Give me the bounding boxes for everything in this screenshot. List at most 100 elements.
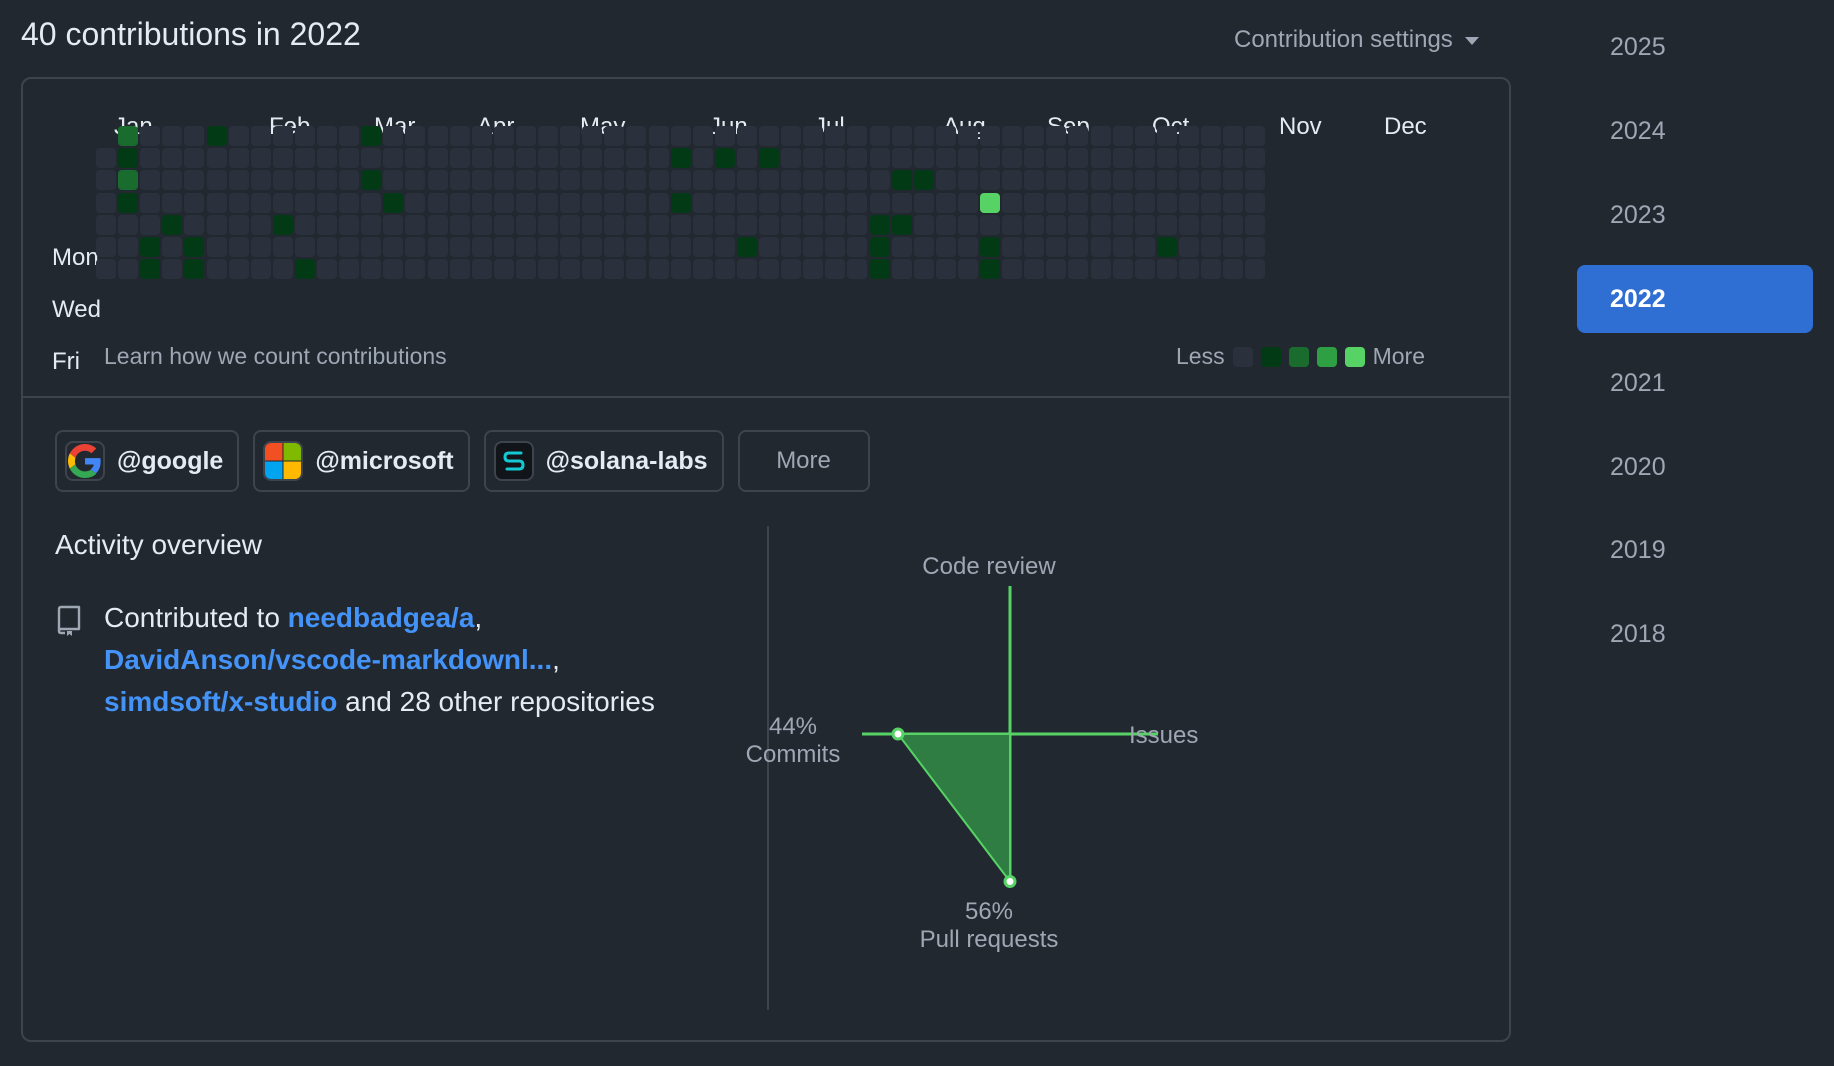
contribution-day-cell[interactable] [206,259,227,280]
contribution-day-cell[interactable] [582,126,603,146]
contribution-day-cell[interactable] [228,126,249,146]
contribution-day-cell[interactable] [250,214,271,235]
contribution-day-cell[interactable] [626,237,647,257]
contribution-day-cell[interactable] [250,237,271,257]
contribution-day-cell[interactable] [317,170,337,191]
contribution-day-cell[interactable] [140,148,161,169]
contribution-day-cell[interactable] [1068,214,1089,235]
contribution-day-cell[interactable] [294,126,315,146]
contribution-day-cell[interactable] [272,170,293,191]
contribution-day-cell[interactable] [1112,214,1133,235]
contribution-day-cell[interactable] [250,170,271,191]
contribution-day-cell[interactable] [582,148,603,169]
contribution-day-cell[interactable] [140,237,161,257]
repo-link[interactable]: needbadgea/a [287,602,475,633]
contribution-day-cell[interactable] [692,192,713,213]
contribution-day-cell[interactable] [294,214,315,235]
contribution-day-cell[interactable] [1068,126,1089,146]
contribution-day-cell[interactable] [272,237,293,257]
contribution-day-cell[interactable] [803,192,824,213]
contribution-day-cell[interactable] [980,170,1000,191]
contribution-day-cell[interactable] [560,170,581,191]
contribution-day-cell[interactable] [891,259,912,280]
contribution-day-cell[interactable] [648,126,669,146]
contribution-day-cell[interactable] [339,170,360,191]
year-2025[interactable]: 2025 [1610,32,1666,61]
contribution-day-cell[interactable] [449,237,470,257]
contribution-day-cell[interactable] [891,214,912,235]
contribution-day-cell[interactable] [692,259,713,280]
contribution-day-cell[interactable] [803,126,824,146]
contribution-day-cell[interactable] [162,214,183,235]
contribution-day-cell[interactable] [317,192,337,213]
contribution-day-cell[interactable] [250,148,271,169]
contribution-day-cell[interactable] [1223,170,1244,191]
contribution-day-cell[interactable] [493,126,514,146]
contribution-day-cell[interactable] [803,259,824,280]
contribution-day-cell[interactable] [582,259,603,280]
contribution-day-cell[interactable] [206,214,227,235]
contribution-day-cell[interactable] [162,126,183,146]
contribution-day-cell[interactable] [1245,214,1266,235]
contribution-day-cell[interactable] [847,126,868,146]
contribution-day-cell[interactable] [736,214,757,235]
contribution-day-cell[interactable] [1046,170,1067,191]
contribution-day-cell[interactable] [560,148,581,169]
contribution-day-cell[interactable] [670,214,691,235]
contribution-day-cell[interactable] [1112,148,1133,169]
contribution-day-cell[interactable] [736,237,757,257]
contribution-day-cell[interactable] [1068,259,1089,280]
contribution-day-cell[interactable] [1178,259,1199,280]
contribution-day-cell[interactable] [891,148,912,169]
contribution-day-cell[interactable] [471,192,492,213]
contribution-day-cell[interactable] [560,237,581,257]
contribution-day-cell[interactable] [449,259,470,280]
contribution-day-cell[interactable] [361,237,382,257]
more-orgs-button[interactable]: More [737,430,870,492]
contribution-day-cell[interactable] [935,148,956,169]
contribution-day-cell[interactable] [604,237,625,257]
contribution-day-cell[interactable] [1068,237,1089,257]
repo-link[interactable]: DavidAnson/vscode-markdownl... [104,644,553,675]
contribution-day-cell[interactable] [670,148,691,169]
year-2024[interactable]: 2024 [1610,116,1666,145]
contribution-day-cell[interactable] [361,214,382,235]
contribution-day-cell[interactable] [736,170,757,191]
contribution-day-cell[interactable] [692,148,713,169]
contribution-day-cell[interactable] [1134,192,1155,213]
contribution-day-cell[interactable] [825,148,846,169]
contribution-day-cell[interactable] [427,237,448,257]
contribution-day-cell[interactable] [383,170,404,191]
contribution-day-cell[interactable] [714,192,735,213]
year-2021[interactable]: 2021 [1610,368,1666,397]
contribution-day-cell[interactable] [471,126,492,146]
contribution-day-cell[interactable] [1201,237,1221,257]
contribution-day-cell[interactable] [405,259,426,280]
contribution-day-cell[interactable] [1134,214,1155,235]
contribution-day-cell[interactable] [847,214,868,235]
year-2022[interactable]: 2022 [1577,265,1813,333]
contribution-day-cell[interactable] [294,259,315,280]
contribution-day-cell[interactable] [1024,170,1045,191]
contribution-day-cell[interactable] [1245,192,1266,213]
contribution-day-cell[interactable] [847,148,868,169]
contribution-day-cell[interactable] [184,126,205,146]
contribution-day-cell[interactable] [604,259,625,280]
contribution-day-cell[interactable] [140,126,161,146]
contribution-day-cell[interactable] [206,237,227,257]
contribution-day-cell[interactable] [714,170,735,191]
contribution-day-cell[interactable] [847,192,868,213]
contribution-day-cell[interactable] [427,170,448,191]
contribution-day-cell[interactable] [118,214,139,235]
contribution-day-cell[interactable] [228,237,249,257]
contribution-day-cell[interactable] [471,148,492,169]
contribution-day-cell[interactable] [935,126,956,146]
contribution-day-cell[interactable] [538,126,558,146]
contribution-day-cell[interactable] [1090,237,1111,257]
contribution-day-cell[interactable] [317,214,337,235]
contribution-day-cell[interactable] [759,237,779,257]
contribution-day-cell[interactable] [405,214,426,235]
contribution-day-cell[interactable] [184,192,205,213]
contribution-day-cell[interactable] [272,192,293,213]
contribution-day-cell[interactable] [471,214,492,235]
